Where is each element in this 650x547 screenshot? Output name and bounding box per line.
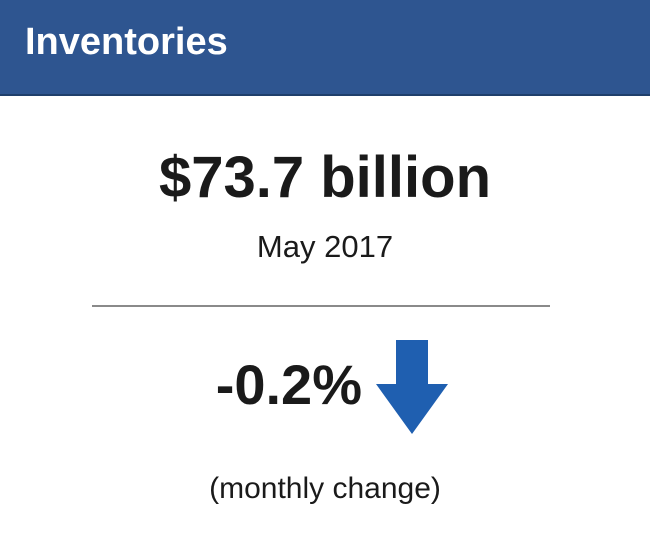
inventory-value: $73.7 billion	[159, 145, 491, 210]
period-label: May 2017	[256, 229, 394, 264]
change-note: (monthly change)	[209, 472, 441, 505]
arrow-down-shape	[376, 340, 448, 434]
card-title: Inventories	[25, 21, 228, 63]
divider	[92, 305, 550, 307]
arrow-down-icon	[376, 340, 448, 434]
card-header: Inventories	[0, 0, 650, 96]
change-value: -0.2%	[215, 353, 362, 416]
